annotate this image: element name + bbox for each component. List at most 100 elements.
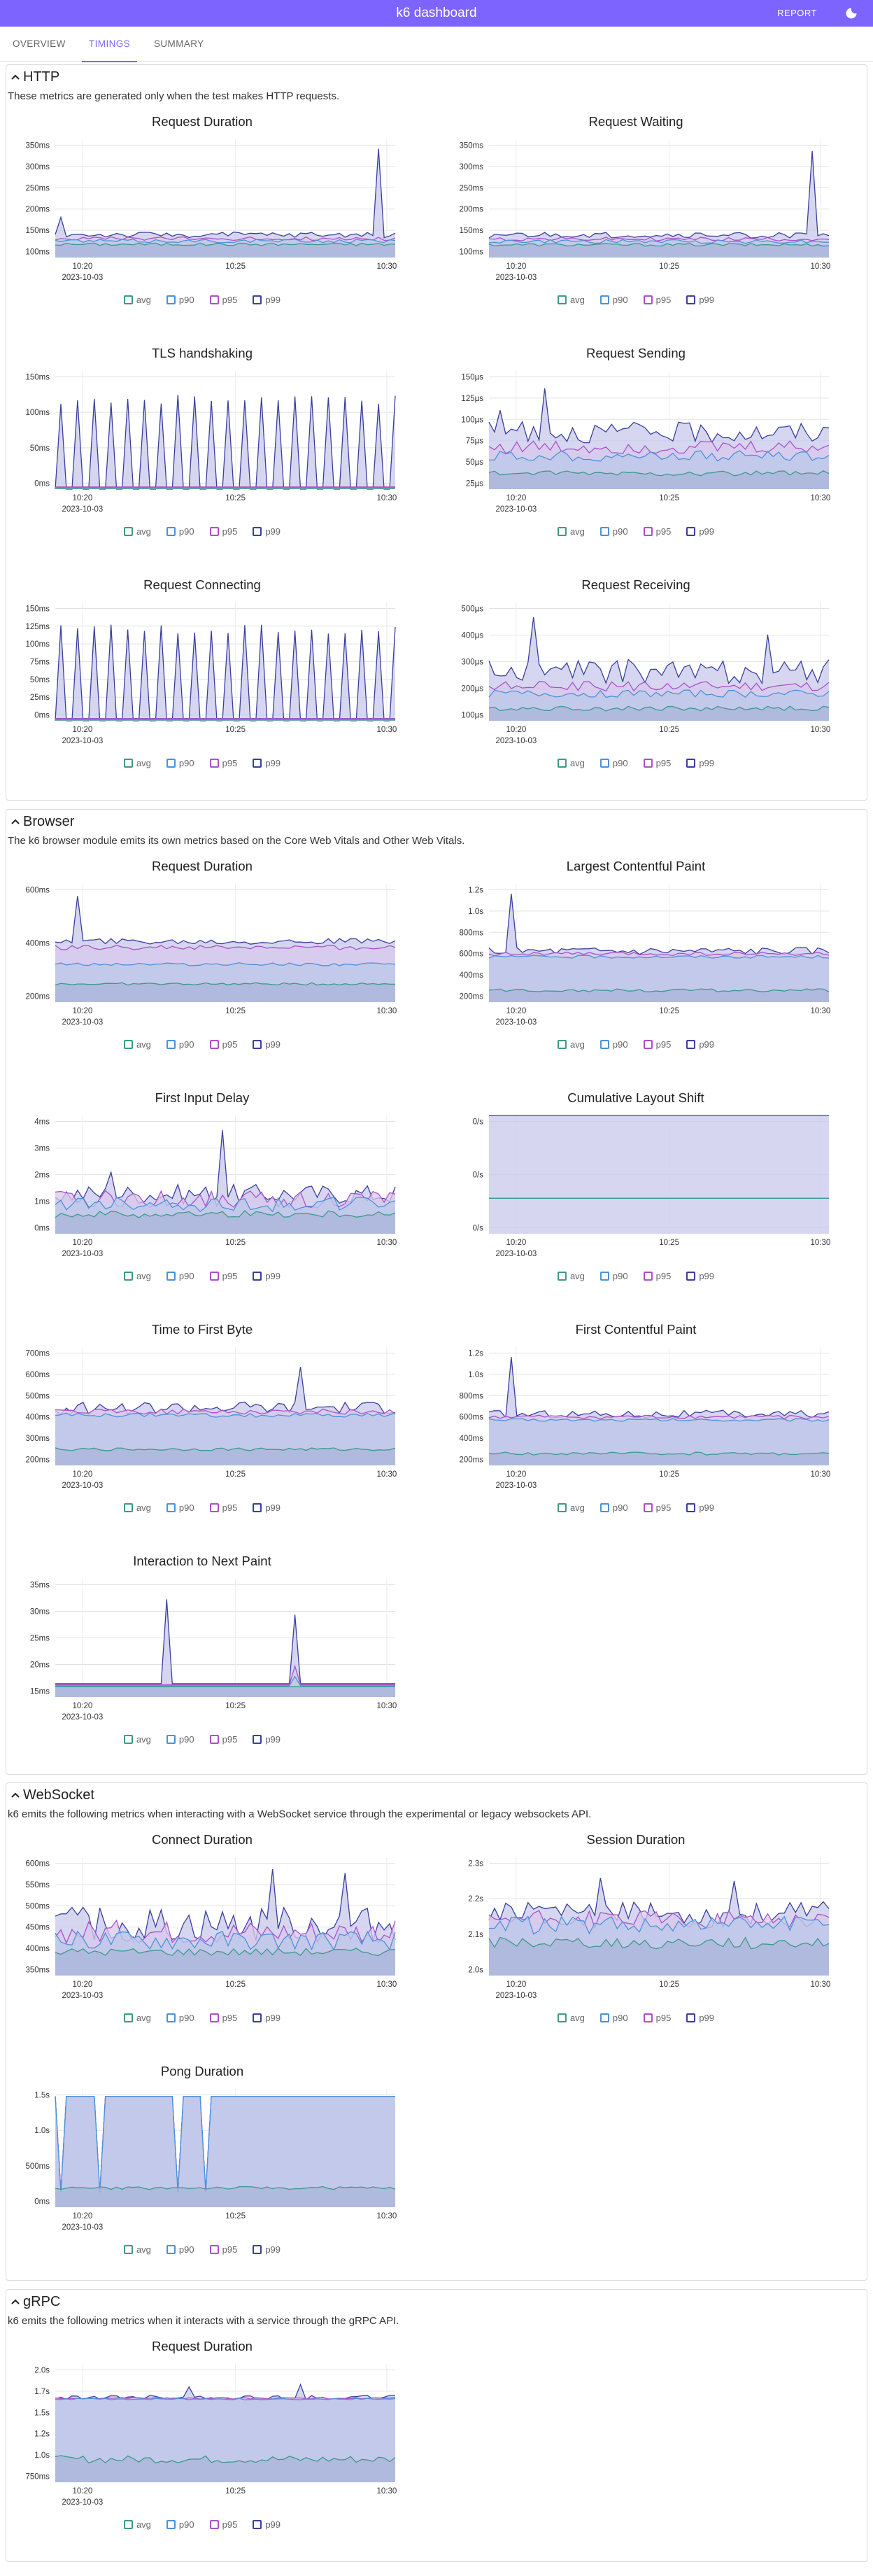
legend-item-avg[interactable]: avg (123, 1734, 151, 1745)
dark-mode-toggle-icon[interactable] (845, 7, 858, 20)
legend-item-p90[interactable]: p90 (599, 2013, 628, 2023)
legend-item-p99[interactable]: p99 (253, 2519, 281, 2530)
legend-item-p99[interactable]: p99 (253, 295, 281, 305)
legend-item-p90[interactable]: p90 (599, 526, 628, 537)
legend-item-p99[interactable]: p99 (686, 1271, 714, 1281)
legend-item-p99[interactable]: p99 (686, 526, 714, 537)
legend-item-p95[interactable]: p95 (643, 1502, 671, 1513)
legend-item-p95[interactable]: p95 (209, 295, 237, 305)
legend-swatch (166, 1503, 176, 1512)
series-line-p90 (55, 1675, 395, 1687)
legend-item-p90[interactable]: p90 (599, 758, 628, 768)
section-title: gRPC (23, 2294, 61, 2309)
legend-swatch (166, 295, 176, 304)
legend-item-p95[interactable]: p95 (643, 1039, 671, 1050)
legend-item-p95[interactable]: p95 (209, 1271, 237, 1281)
legend-item-p99[interactable]: p99 (686, 1502, 714, 1513)
report-button[interactable]: REPORT (777, 8, 817, 18)
legend-item-avg[interactable]: avg (123, 1039, 151, 1050)
legend-item-p99[interactable]: p99 (253, 1271, 281, 1281)
series-line-p90 (488, 955, 830, 959)
legend-item-p90[interactable]: p90 (166, 526, 194, 537)
chart-legend: avg p90 p95 p99 (6, 1271, 398, 1281)
legend-item-p95[interactable]: p95 (209, 2013, 237, 2023)
legend-item-avg[interactable]: avg (123, 526, 151, 537)
legend-item-avg[interactable]: avg (123, 2013, 151, 2023)
legend-item-p90[interactable]: p90 (599, 1039, 628, 1050)
y-tick-label: 0/s (473, 1118, 484, 1126)
x-tick-label: 10:20 (506, 494, 526, 502)
legend-item-p90[interactable]: p90 (599, 1502, 628, 1513)
legend-item-avg[interactable]: avg (557, 1271, 585, 1281)
legend-item-p99[interactable]: p99 (253, 526, 281, 537)
legend-item-p90[interactable]: p90 (166, 2244, 194, 2255)
legend-item-p90[interactable]: p90 (599, 1271, 628, 1281)
legend-item-p95[interactable]: p95 (209, 2519, 237, 2530)
legend-item-avg[interactable]: avg (557, 1502, 585, 1513)
legend-item-p99[interactable]: p99 (253, 2013, 281, 2023)
legend-item-p99[interactable]: p99 (686, 2013, 714, 2023)
legend-item-p90[interactable]: p90 (166, 295, 194, 305)
legend-item-avg[interactable]: avg (557, 758, 585, 768)
legend-item-p95[interactable]: p95 (209, 1734, 237, 1745)
section-header[interactable]: Browser (10, 814, 74, 830)
legend-item-p90[interactable]: p90 (166, 1271, 194, 1281)
legend-item-avg[interactable]: avg (123, 1271, 151, 1281)
legend-item-p99[interactable]: p99 (686, 295, 714, 305)
legend-item-p99[interactable]: p99 (253, 758, 281, 768)
legend-item-p95[interactable]: p95 (643, 526, 671, 537)
legend-item-p95[interactable]: p95 (209, 1502, 237, 1513)
series-line-p90 (488, 1418, 830, 1422)
legend-swatch (557, 1272, 567, 1281)
legend-item-avg[interactable]: avg (123, 2519, 151, 2530)
section-header[interactable]: HTTP (10, 69, 59, 85)
series-line-p90 (55, 239, 396, 244)
legend-item-avg[interactable]: avg (123, 2244, 151, 2255)
legend-item-p95[interactable]: p95 (643, 2013, 671, 2023)
section-header[interactable]: gRPC (10, 2294, 60, 2310)
x-tick-label: 10:20 (506, 1470, 526, 1479)
legend-item-p90[interactable]: p90 (166, 1502, 194, 1513)
legend-item-p99[interactable]: p99 (253, 1502, 281, 1513)
legend-item-avg[interactable]: avg (557, 1039, 585, 1050)
legend-item-p99[interactable]: p99 (253, 1734, 281, 1745)
legend-item-p90[interactable]: p90 (166, 2013, 194, 2023)
legend-item-p95[interactable]: p95 (209, 1039, 237, 1050)
legend-item-p95[interactable]: p95 (643, 758, 671, 768)
legend-item-avg[interactable]: avg (557, 295, 585, 305)
section-header[interactable]: WebSocket (10, 1787, 94, 1803)
legend-item-p95[interactable]: p95 (209, 2244, 237, 2255)
x-tick-label: 10:30 (810, 726, 830, 734)
legend-item-avg[interactable]: avg (557, 526, 585, 537)
legend-item-avg[interactable]: avg (557, 2013, 585, 2023)
legend-swatch (209, 2013, 219, 2022)
legend-item-p99[interactable]: p99 (253, 2244, 281, 2255)
y-tick-label: 300ms (25, 163, 50, 171)
tab-timings[interactable]: TIMINGS (81, 27, 138, 62)
legend-item-p99[interactable]: p99 (686, 758, 714, 768)
series-line-p95 (55, 1408, 396, 1415)
chart-panel: Request Duration 750ms 1.0s 1.2s 1.5s 1.7s 2.0… (6, 2339, 398, 2542)
legend-item-p90[interactable]: p90 (166, 1734, 194, 1745)
chart-legend: avg p90 p95 p99 (6, 1039, 398, 1050)
legend-item-avg[interactable]: avg (123, 758, 151, 768)
chart-panel: Connect Duration 350ms 400ms 450ms 500ms 550m… (6, 1832, 398, 2035)
legend-item-p90[interactable]: p90 (166, 1039, 194, 1050)
tab-overview[interactable]: OVERVIEW (13, 38, 66, 49)
legend-item-p90[interactable]: p90 (599, 295, 628, 305)
chart-legend: avg p90 p95 p99 (6, 295, 398, 305)
tab-summary[interactable]: SUMMARY (154, 38, 204, 49)
y-tick-label: 2.3s (468, 1859, 483, 1868)
legend-item-p90[interactable]: p90 (166, 758, 194, 768)
legend-item-p99[interactable]: p99 (686, 1039, 714, 1050)
x-tick-label: 10:25 (659, 494, 679, 502)
y-tick-label: 200ms (459, 993, 483, 1001)
legend-item-p95[interactable]: p95 (209, 526, 237, 537)
legend-item-p95[interactable]: p95 (643, 1271, 671, 1281)
legend-item-avg[interactable]: avg (123, 295, 151, 305)
legend-item-p95[interactable]: p95 (209, 758, 237, 768)
legend-item-p95[interactable]: p95 (643, 295, 671, 305)
legend-item-p99[interactable]: p99 (253, 1039, 281, 1050)
legend-item-avg[interactable]: avg (123, 1502, 151, 1513)
legend-item-p90[interactable]: p90 (166, 2519, 194, 2530)
